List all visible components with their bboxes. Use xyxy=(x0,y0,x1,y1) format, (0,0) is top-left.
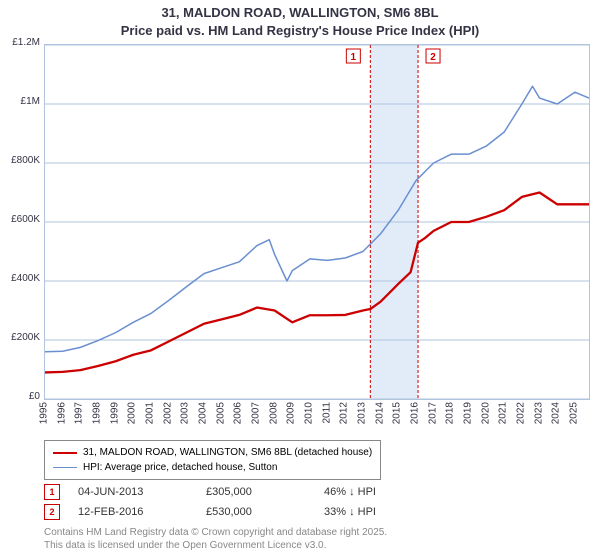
x-tick-label: 1995 xyxy=(39,402,50,424)
x-tick-label: 2006 xyxy=(233,402,244,424)
x-tick-label: 2007 xyxy=(250,402,261,424)
x-tick-label: 2019 xyxy=(462,402,473,424)
footer-attribution: Contains HM Land Registry data © Crown c… xyxy=(44,526,387,552)
x-tick-label: 2002 xyxy=(162,402,173,424)
x-tick-label: 2013 xyxy=(356,402,367,424)
svg-text:2: 2 xyxy=(430,52,436,63)
x-tick-label: 1998 xyxy=(91,402,102,424)
y-tick-label: £1M xyxy=(21,96,40,107)
sale-price: £305,000 xyxy=(206,486,306,498)
y-tick-label: £1.2M xyxy=(12,37,40,48)
x-tick-label: 1997 xyxy=(74,402,85,424)
sale-date: 12-FEB-2016 xyxy=(78,506,188,518)
legend-swatch xyxy=(53,452,77,454)
title-line-2: Price paid vs. HM Land Registry's House … xyxy=(0,22,600,40)
legend-item: 31, MALDON ROAD, WALLINGTON, SM6 8BL (de… xyxy=(53,445,372,460)
x-tick-label: 2021 xyxy=(498,402,509,424)
x-tick-label: 2003 xyxy=(180,402,191,424)
x-tick-label: 2016 xyxy=(409,402,420,424)
x-tick-label: 2022 xyxy=(515,402,526,424)
sale-hpi-diff: 33% ↓ HPI xyxy=(324,506,414,518)
y-tick-label: £600K xyxy=(11,214,40,225)
legend-label: HPI: Average price, detached house, Sutt… xyxy=(83,460,277,475)
sale-price: £530,000 xyxy=(206,506,306,518)
legend-swatch xyxy=(53,467,77,468)
x-tick-label: 2011 xyxy=(321,402,332,424)
x-tick-label: 2017 xyxy=(427,402,438,424)
x-tick-label: 2001 xyxy=(144,402,155,424)
y-tick-label: £0 xyxy=(29,391,40,402)
y-tick-label: £400K xyxy=(11,273,40,284)
x-tick-label: 2015 xyxy=(392,402,403,424)
x-tick-label: 2004 xyxy=(197,402,208,424)
footer-line-1: Contains HM Land Registry data © Crown c… xyxy=(44,526,387,539)
sale-row: 1 04-JUN-2013 £305,000 46% ↓ HPI xyxy=(44,482,414,502)
x-tick-label: 2020 xyxy=(480,402,491,424)
x-tick-label: 2000 xyxy=(127,402,138,424)
x-tick-label: 2010 xyxy=(303,402,314,424)
sale-hpi-diff: 46% ↓ HPI xyxy=(324,486,414,498)
x-tick-label: 2012 xyxy=(339,402,350,424)
y-tick-label: £800K xyxy=(11,155,40,166)
x-tick-label: 2009 xyxy=(286,402,297,424)
x-tick-label: 2014 xyxy=(374,402,385,424)
footer-line-2: This data is licensed under the Open Gov… xyxy=(44,539,387,552)
x-tick-label: 2008 xyxy=(268,402,279,424)
x-tick-label: 2025 xyxy=(568,402,579,424)
sale-marker: 1 xyxy=(44,484,60,500)
sales-table: 1 04-JUN-2013 £305,000 46% ↓ HPI 2 12-FEB-201… xyxy=(44,482,414,522)
x-tick-label: 1996 xyxy=(56,402,67,424)
svg-text:1: 1 xyxy=(351,52,357,63)
title-line-1: 31, MALDON ROAD, WALLINGTON, SM6 8BL xyxy=(0,4,600,22)
sale-row: 2 12-FEB-2016 £530,000 33% ↓ HPI xyxy=(44,502,414,522)
chart-title-block: 31, MALDON ROAD, WALLINGTON, SM6 8BL Pri… xyxy=(0,0,600,40)
price-chart: 12 xyxy=(44,44,590,400)
legend-label: 31, MALDON ROAD, WALLINGTON, SM6 8BL (de… xyxy=(83,445,372,460)
x-tick-label: 1999 xyxy=(109,402,120,424)
legend: 31, MALDON ROAD, WALLINGTON, SM6 8BL (de… xyxy=(44,440,381,480)
x-tick-label: 2018 xyxy=(445,402,456,424)
x-tick-label: 2005 xyxy=(215,402,226,424)
sale-marker: 2 xyxy=(44,504,60,520)
x-tick-label: 2023 xyxy=(533,402,544,424)
y-tick-label: £200K xyxy=(11,332,40,343)
x-tick-label: 2024 xyxy=(551,402,562,424)
sale-date: 04-JUN-2013 xyxy=(78,486,188,498)
legend-item: HPI: Average price, detached house, Sutt… xyxy=(53,460,372,475)
